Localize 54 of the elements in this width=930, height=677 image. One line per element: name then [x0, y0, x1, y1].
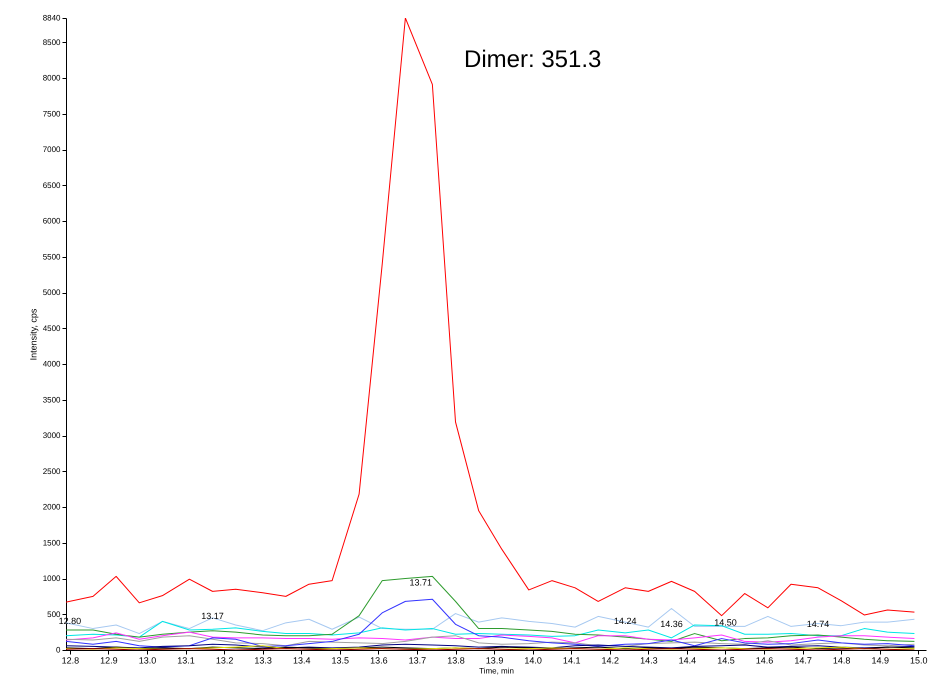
y-tick-label: 8500 [42, 38, 62, 47]
y-tick-label: 500 [47, 610, 62, 619]
x-tick-label: 14.9 [871, 656, 889, 666]
annotation: 14.74 [806, 618, 830, 629]
x-tick-label: 12.8 [62, 656, 80, 666]
y-tick-label: 7500 [42, 109, 62, 118]
x-tick-label: 13.1 [177, 656, 195, 666]
x-tick-label: 14.5 [717, 656, 735, 666]
y-tick-label: 7000 [42, 145, 62, 154]
y-tick-label: 4000 [42, 360, 62, 369]
line-series [66, 632, 915, 644]
annotation: 12.80 [58, 616, 82, 626]
y-tick-label: 8000 [42, 74, 62, 83]
annotation: 13.17 [201, 611, 224, 622]
y-tick-label: 6000 [42, 216, 62, 226]
y-tick-label: 6500 [42, 180, 62, 190]
x-tick-label: 15.0 [910, 656, 928, 666]
y-tick-label: 4500 [42, 324, 62, 333]
annotation: 13.71 [410, 578, 432, 588]
x-tick-label: 14.6 [756, 656, 774, 666]
x-tick-label: 14.8 [832, 656, 850, 666]
y-axis-title: Intensity, cps [28, 308, 39, 360]
x-tick-label: 13.2 [216, 656, 234, 666]
y-tick-label: 5500 [42, 252, 62, 262]
x-tick-label: 14.1 [562, 656, 580, 666]
x-tick-label: 13.8 [447, 656, 465, 666]
annotation: 14.36 [660, 618, 683, 629]
y-tick-label: 8840 [42, 14, 62, 22]
x-tick-label: 14.3 [640, 656, 658, 666]
x-tick-label: 14.2 [602, 656, 620, 666]
x-tick-label: 14.7 [794, 656, 812, 666]
annotation: Dimer: 351.3 [464, 46, 602, 73]
x-tick-label: 14.4 [678, 656, 696, 666]
y-tick-label: 3500 [42, 395, 62, 404]
x-tick-label: 12.9 [100, 656, 118, 666]
x-tick-label: 13.7 [408, 656, 426, 666]
x-axis-title: Time, min [479, 666, 514, 676]
x-tick-label: 14.0 [524, 656, 542, 666]
annotation: 14.50 [714, 618, 737, 628]
x-tick-label: 13.6 [370, 656, 388, 666]
x-tick-label: 13.4 [292, 656, 311, 666]
y-tick-label: 2500 [42, 466, 62, 476]
y-tick-label: 2000 [42, 502, 62, 512]
y-tick-label: 0 [56, 646, 62, 654]
annotation: 14.24 [614, 616, 636, 626]
y-tick-label: 5000 [42, 288, 62, 298]
x-tick-label: 13.5 [332, 656, 350, 666]
line-series [66, 635, 915, 647]
x-tick-label: 13.9 [486, 656, 504, 666]
x-tick-label: 13.0 [138, 656, 156, 666]
x-tick-label: 13.3 [254, 656, 272, 666]
y-tick-label: 3000 [42, 431, 62, 440]
y-tick-label: 1000 [42, 574, 62, 584]
y-tick-label: 1500 [42, 538, 62, 548]
